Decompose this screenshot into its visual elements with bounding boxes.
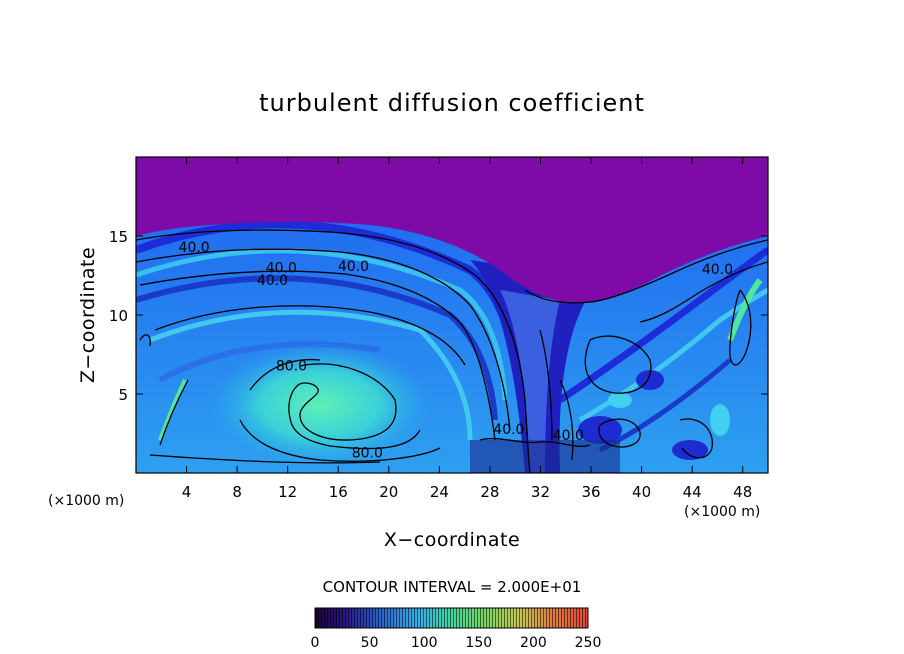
x-tick-label: 40 — [632, 483, 651, 501]
contour-labels: 40.040.040.0 40.080.080.040.0 40.040.0 — [179, 240, 733, 461]
contour-line — [639, 261, 768, 323]
chart-title: turbulent diffusion coefficient — [259, 89, 645, 117]
surface-band — [470, 440, 620, 473]
quiet-layer — [136, 157, 768, 304]
contour-interval: CONTOUR INTERVAL = 2.000E+01 — [323, 578, 582, 596]
y-tick-label: 15 — [109, 228, 128, 246]
colorbar-tick-label: 250 — [575, 635, 602, 651]
x-tick-label: 32 — [531, 483, 550, 501]
x-tick-label: 24 — [430, 483, 449, 501]
x-unit-label: (×1000 m) — [684, 504, 760, 520]
turbulent-patch — [608, 392, 632, 408]
colorbar-tick-label: 50 — [361, 635, 379, 651]
contour-label: 40.0 — [553, 428, 584, 444]
swirl-band — [558, 247, 768, 403]
swirl-band — [149, 309, 473, 441]
contour-line — [136, 229, 531, 473]
colorbar-stripes — [315, 608, 588, 628]
x-tick-label: 20 — [379, 483, 398, 501]
heatmap-field: 40.040.040.0 40.080.080.040.0 40.040.0 — [136, 157, 768, 473]
contour-line — [729, 289, 752, 366]
swirl-band — [727, 278, 763, 342]
colorbar-tick-label: 200 — [520, 635, 547, 651]
swirl-band — [158, 379, 187, 441]
x-axis-title: X−coordinate — [384, 529, 520, 551]
x-tick-label: 44 — [683, 483, 702, 501]
contour-line — [598, 418, 641, 448]
contour-line — [149, 454, 381, 464]
y-unit-label: (×1000 m) — [48, 493, 124, 509]
contour-label: 40.0 — [702, 262, 733, 278]
swirl-band — [136, 275, 498, 421]
contour-lines — [136, 229, 768, 473]
colorbar-tick-label: 100 — [411, 635, 438, 651]
y-tick-label: 10 — [109, 307, 128, 325]
colorbar-tick-label: 150 — [465, 635, 492, 651]
swirl-band — [136, 248, 508, 401]
contour-label: 40.0 — [179, 240, 210, 256]
turbulent-patch — [672, 440, 708, 460]
contour-line — [139, 334, 152, 347]
x-tick-label: 36 — [581, 483, 600, 501]
contour-line — [288, 363, 421, 450]
contour-line — [239, 419, 441, 462]
contour-label: 80.0 — [276, 359, 307, 375]
contour-line — [139, 270, 496, 441]
turbulent-patch — [710, 404, 730, 436]
colorbar: 0 50 100 150 200 250 — [311, 607, 602, 651]
y-tick-label: 5 — [118, 386, 128, 404]
contour-line — [249, 358, 321, 391]
turbulent-patch — [578, 416, 622, 444]
x-tick-label: 8 — [232, 483, 242, 501]
contour-label: 40.0 — [257, 273, 288, 289]
y-axis-title: Z−coordinate — [77, 247, 99, 383]
contour-line — [559, 379, 574, 461]
contour-label: 40.0 — [493, 422, 524, 438]
eddy-core — [210, 343, 430, 467]
contour-line — [584, 335, 652, 394]
contour-label: 80.0 — [352, 445, 383, 461]
x-axis: 4 8 12 16 20 24 28 32 36 40 44 48 — [182, 157, 752, 501]
x-tick-label: 16 — [329, 483, 348, 501]
contour-line — [159, 379, 189, 446]
contour-label: 40.0 — [266, 261, 297, 277]
x-tick-label: 12 — [278, 483, 297, 501]
downdraft-column — [500, 290, 560, 473]
x-tick-label: 48 — [733, 483, 752, 501]
contour-line — [154, 305, 466, 366]
contour-line — [479, 437, 591, 448]
contour-line — [539, 329, 553, 441]
x-tick-label: 4 — [182, 483, 192, 501]
contour-label: 40.0 — [338, 259, 369, 275]
colorbar-tick-label: 0 — [311, 635, 320, 651]
contour-line — [679, 418, 713, 459]
contour-line — [136, 248, 511, 431]
colorbar-ticks: 0 50 100 150 200 250 — [311, 635, 602, 651]
x-tick-label: 28 — [480, 483, 499, 501]
colorbar-frame — [314, 607, 589, 629]
y-axis: 5 10 15 — [109, 228, 768, 404]
contour-line — [524, 239, 768, 304]
